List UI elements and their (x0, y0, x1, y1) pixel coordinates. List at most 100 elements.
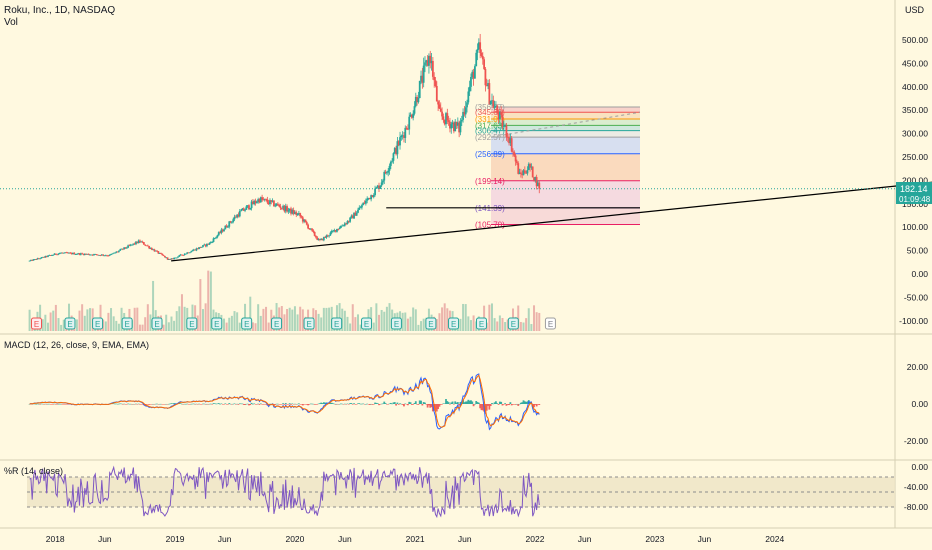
volume-bar (275, 303, 278, 331)
candle-body (54, 253, 57, 255)
volume-label[interactable]: Vol (4, 17, 18, 28)
candle-body (72, 252, 74, 255)
volume-bar (380, 309, 383, 331)
macd-histogram-bar (355, 404, 358, 405)
candle-body (97, 254, 99, 256)
macd-histogram-bar (283, 404, 286, 405)
candle-body (447, 120, 450, 122)
time-tick: 2020 (285, 534, 304, 544)
candle-body (45, 256, 48, 257)
volume-bar (199, 279, 202, 331)
macd-title[interactable]: MACD (12, 26, close, 9, EMA, EMA) (4, 340, 149, 350)
macd-histogram-bar (529, 402, 531, 404)
candle-body (526, 169, 529, 174)
candle-body (93, 254, 95, 256)
macd-histogram-bar (378, 404, 380, 406)
candle-body (110, 254, 112, 255)
support-trendline (171, 181, 932, 262)
volume-bar (149, 314, 152, 331)
volume-bar (254, 323, 257, 331)
macd-histogram-bar (307, 404, 309, 406)
volume-bar (133, 307, 136, 331)
wr-axis[interactable]: 0.00 -40.00 -80.00 (904, 462, 928, 512)
volume-bar (351, 304, 354, 331)
fib-zone (490, 125, 640, 131)
candle-body (299, 213, 302, 217)
candle-body (85, 253, 87, 255)
volume-bar (530, 324, 533, 331)
candle-body (485, 85, 488, 87)
candle-body (215, 237, 218, 238)
volume-bar (459, 318, 462, 331)
trendlines[interactable] (171, 181, 932, 262)
macd-histogram-bar (345, 404, 348, 405)
macd-histogram-bar (452, 404, 455, 405)
candle-body (300, 216, 303, 218)
macd-histogram-bar (320, 402, 323, 404)
candle-body (83, 253, 86, 255)
macd-histogram-bar (158, 403, 161, 405)
candle-body (400, 135, 403, 138)
candle-body (514, 155, 517, 162)
candle-body (495, 105, 497, 107)
volume-bar (183, 306, 186, 331)
macd-histogram-bar (185, 403, 187, 405)
earnings-marker (30, 317, 42, 330)
volume-bar (238, 322, 241, 331)
fib-retracement[interactable]: (356.97)(345.68)(331.07)(317.63)(306.47)… (475, 103, 641, 230)
macd-histogram-bar (209, 403, 212, 405)
macd-histogram-bar (160, 403, 162, 405)
macd-histogram-bar (362, 403, 365, 405)
macd-axis[interactable]: 20.00 0.00 -20.00 (904, 362, 928, 446)
candle-body (399, 137, 401, 146)
earnings-marker-label: E (189, 320, 194, 329)
symbol-title[interactable]: Roku, Inc., 1D, NASDAQ (4, 5, 115, 16)
macd-histogram-bar (363, 404, 366, 405)
macd-histogram-bar (537, 404, 539, 405)
candle-body (270, 200, 273, 202)
candle-body (179, 254, 182, 256)
earnings-marker-label: E (306, 320, 311, 329)
candle-body (531, 166, 534, 178)
volume-bar (259, 315, 262, 331)
candle-body (163, 255, 166, 258)
volume-bar (356, 314, 359, 331)
candle-body (102, 254, 105, 256)
macd-histogram-bar (380, 403, 383, 405)
macd-histogram-bar (33, 403, 36, 405)
macd-tick: 0.00 (911, 399, 928, 409)
volume-bar (301, 309, 304, 331)
volume-bar (388, 303, 391, 331)
macd-histogram-bar (150, 404, 153, 405)
candle-body (492, 100, 495, 108)
candle-body (145, 245, 148, 247)
candle-body (322, 237, 325, 241)
price-tick: 100.00 (902, 222, 928, 232)
candle-body (104, 255, 107, 257)
candle-body (41, 256, 44, 258)
volume-bar (83, 315, 86, 331)
macd-histogram-bar (133, 404, 136, 405)
macd-histogram-bar (506, 404, 509, 405)
candle-body (65, 252, 68, 254)
wr-title[interactable]: %R (14, close) (4, 466, 63, 476)
candle-body (139, 240, 141, 242)
macd-histogram-bar (485, 404, 488, 411)
macd-histogram-bar (358, 403, 361, 404)
macd-histogram-bar (152, 403, 154, 405)
volume-bar (49, 312, 52, 331)
time-tick: 2021 (406, 534, 425, 544)
time-axis[interactable]: 2018 Jun 2019 Jun 2020 Jun 2021 Jun 2022 Jun 2023 J… (46, 534, 785, 544)
macd-histogram-bar (68, 404, 70, 405)
volume-bar (383, 311, 386, 331)
candle-body (430, 60, 433, 64)
macd-histogram-bar (198, 403, 200, 405)
candle-body (437, 101, 440, 105)
macd-histogram-bar (454, 401, 457, 404)
candle-body (434, 80, 437, 86)
price-tick: 500.00 (902, 35, 928, 45)
macd-histogram-bar (57, 403, 60, 405)
candle-body (140, 241, 143, 243)
